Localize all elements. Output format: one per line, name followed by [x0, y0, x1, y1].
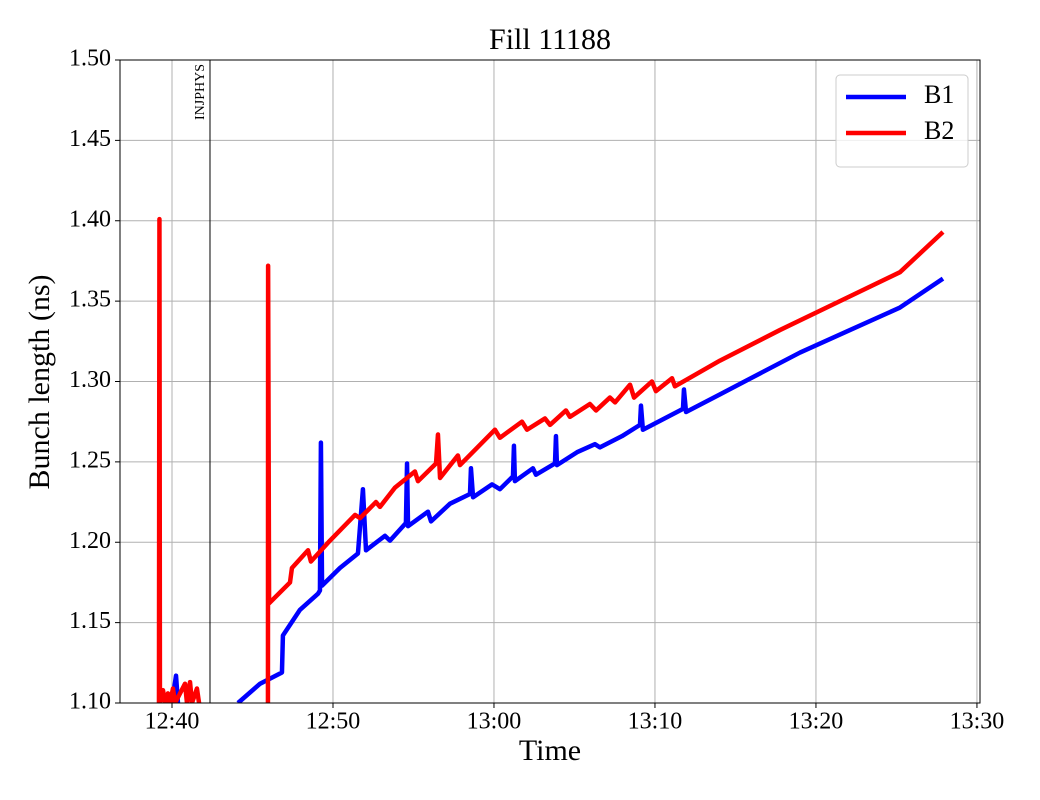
x-tick-label: 12:40: [145, 709, 200, 735]
x-tick-label: 12:50: [306, 709, 361, 735]
x-tick-label: 13:20: [789, 709, 844, 735]
annotation-label: INJPHYS: [193, 64, 208, 120]
y-tick-label: 1.40: [69, 206, 111, 232]
x-axis-label: Time: [519, 734, 581, 767]
y-tick-label: 1.10: [69, 689, 111, 715]
plot-lines: [156, 216, 945, 703]
y-tick-label: 1.20: [69, 528, 111, 554]
y-tick-label: 1.15: [69, 608, 111, 634]
series-line: [156, 216, 945, 703]
legend-label: B1: [924, 80, 954, 109]
x-tick-label: 13:10: [628, 709, 683, 735]
x-tick-label: 13:30: [950, 709, 1005, 735]
y-tick-label: 1.50: [69, 46, 111, 72]
legend-label: B2: [924, 116, 954, 145]
y-tick-label: 1.45: [69, 126, 111, 152]
y-tick-label: 1.30: [69, 367, 111, 393]
x-tick-label: 13:00: [467, 709, 522, 735]
y-tick-label: 1.25: [69, 447, 111, 473]
y-axis-label: Bunch length (ns): [23, 275, 56, 490]
y-tick-label: 1.35: [69, 287, 111, 313]
overlay: 12:40 12:50 13:00 13:10 13:20 13:30 1.10 1.15 1.…: [69, 46, 1004, 735]
chart-title: Fill 11188: [489, 23, 611, 56]
